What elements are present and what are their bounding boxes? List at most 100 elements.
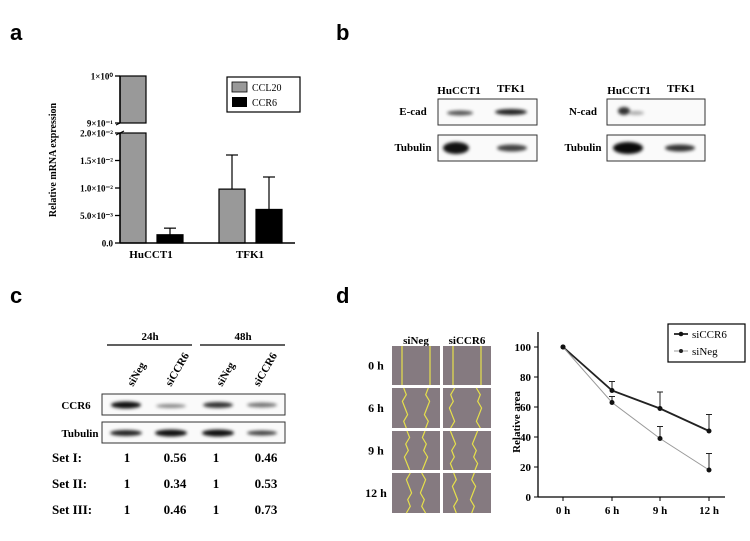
row-label: Tubulin <box>395 142 432 154</box>
data-point <box>706 428 712 434</box>
quant-row-label: Set I: <box>52 450 82 465</box>
panel-label-b: b <box>336 20 349 45</box>
wound-edge <box>421 430 429 471</box>
timepoint-label: 24h <box>141 331 158 343</box>
lane-label: TFK1 <box>497 83 525 95</box>
y-axis-label-d: Relative area <box>511 391 523 453</box>
y-tick-label: 40 <box>520 432 532 444</box>
lane-label: TFK1 <box>667 83 695 95</box>
bands-b <box>443 107 695 154</box>
row-label: E-cad <box>399 106 427 118</box>
wound-edge <box>449 430 457 471</box>
wound-edge <box>419 472 427 514</box>
western-blot-b: HuCCT1 TFK1 HuCCT1 TFK1 E-cad Tubulin N-… <box>395 83 706 162</box>
row-label: Tubulin <box>62 428 99 440</box>
quant-value: 0.73 <box>255 502 278 517</box>
panel-label-c: c <box>10 283 22 308</box>
lane-label: HuCCT1 <box>437 85 480 97</box>
data-point <box>609 388 615 393</box>
y-axis-label-a: Relative mRNA expression <box>48 102 59 217</box>
quant-value: 1 <box>213 502 220 517</box>
legend-marker <box>679 349 683 353</box>
quant-value: 0.34 <box>164 476 187 491</box>
quant-value: 0.46 <box>164 502 187 517</box>
column-label: siCCR6 <box>449 335 486 347</box>
timepoint-label: 48h <box>234 331 251 343</box>
y-tick-label: 9×10⁻¹ <box>87 119 113 129</box>
row-label: 6 h <box>368 401 384 415</box>
quant-row-label: Set II: <box>52 476 87 491</box>
legend-marker <box>678 331 684 337</box>
legend-label: CCR6 <box>252 98 277 109</box>
legend-swatch-ccr6 <box>232 97 247 107</box>
legend-label: siNeg <box>692 346 718 358</box>
y-tick-label: 100 <box>515 342 532 354</box>
y-tick-label: 2.0×10⁻² <box>80 129 113 139</box>
y-tick-label: 1.5×10⁻² <box>80 156 113 166</box>
row-label: 12 h <box>365 486 387 500</box>
wound-healing-images: siNeg siCCR6 0 h 6 h 9 h 12 h <box>365 335 491 514</box>
y-tick-label: 20 <box>520 462 532 474</box>
legend-swatch-ccl20 <box>231 81 248 93</box>
row-label: Tubulin <box>565 142 602 154</box>
x-tick-label: TFK1 <box>236 249 264 261</box>
legend-label: CCL20 <box>252 83 281 94</box>
x-tick-label: HuCCT1 <box>129 249 172 261</box>
legend-d: siCCR6 siNeg <box>667 323 746 363</box>
bar-chart-a: Relative mRNA expression 0.0 5.0×10⁻³ 1.0×… <box>48 72 301 261</box>
quant-value: 1 <box>124 450 131 465</box>
blot-ccr6 <box>101 393 286 416</box>
row-label: N-cad <box>569 106 597 118</box>
y-tick-label: 5.0×10⁻³ <box>80 211 113 221</box>
series-line-siNeg <box>562 346 710 471</box>
y-tick-label: 1×10⁰ <box>91 72 114 82</box>
quant-value: 1 <box>124 476 131 491</box>
wound-edge <box>401 387 409 429</box>
x-tick-label: 9 h <box>653 505 667 517</box>
row-label: CCR6 <box>61 400 91 412</box>
data-point <box>657 436 663 441</box>
lane-label: siNeg <box>214 360 237 389</box>
bands-c <box>110 401 277 437</box>
quant-value: 0.56 <box>164 450 187 465</box>
data-point <box>657 406 663 411</box>
wound-image <box>443 473 491 513</box>
bar <box>255 208 283 244</box>
x-tick-label: 12 h <box>699 505 719 517</box>
data-point <box>560 344 566 350</box>
legend-a: CCL20 CCR6 <box>226 76 301 113</box>
wound-edge <box>403 430 411 471</box>
x-tick-label: 6 h <box>605 505 619 517</box>
wound-image <box>392 388 440 428</box>
bar <box>156 234 184 244</box>
lane-label: siCCR6 <box>163 350 192 388</box>
legend-label: siCCR6 <box>692 329 727 341</box>
wound-image <box>392 346 440 385</box>
quant-value: 1 <box>213 476 220 491</box>
bar <box>119 132 147 244</box>
quant-value: 1 <box>124 502 131 517</box>
wound-edge <box>475 387 483 429</box>
lane-label: siCCR6 <box>251 350 280 388</box>
wound-edge <box>469 472 477 514</box>
wound-image <box>443 388 491 428</box>
wound-image <box>392 431 440 470</box>
quant-value: 1 <box>213 450 220 465</box>
western-blot-c: 24h 48h siNeg siCCR6 siNeg siCCR6 CCR6 T… <box>52 331 286 517</box>
wound-image <box>443 346 491 385</box>
data-point <box>706 467 712 473</box>
column-label: siNeg <box>403 335 429 347</box>
lane-label: siNeg <box>125 360 148 389</box>
y-tick-label: 0 <box>526 492 532 504</box>
bar <box>119 75 147 124</box>
y-tick-label: 1.0×10⁻² <box>80 184 113 194</box>
wound-edge <box>423 387 431 429</box>
quant-value: 0.53 <box>255 476 278 491</box>
bar <box>218 188 246 244</box>
panel-label-d: d <box>336 283 349 308</box>
panel-label-a: a <box>10 20 23 45</box>
row-label: 0 h <box>368 359 384 373</box>
wound-edge <box>405 472 413 514</box>
